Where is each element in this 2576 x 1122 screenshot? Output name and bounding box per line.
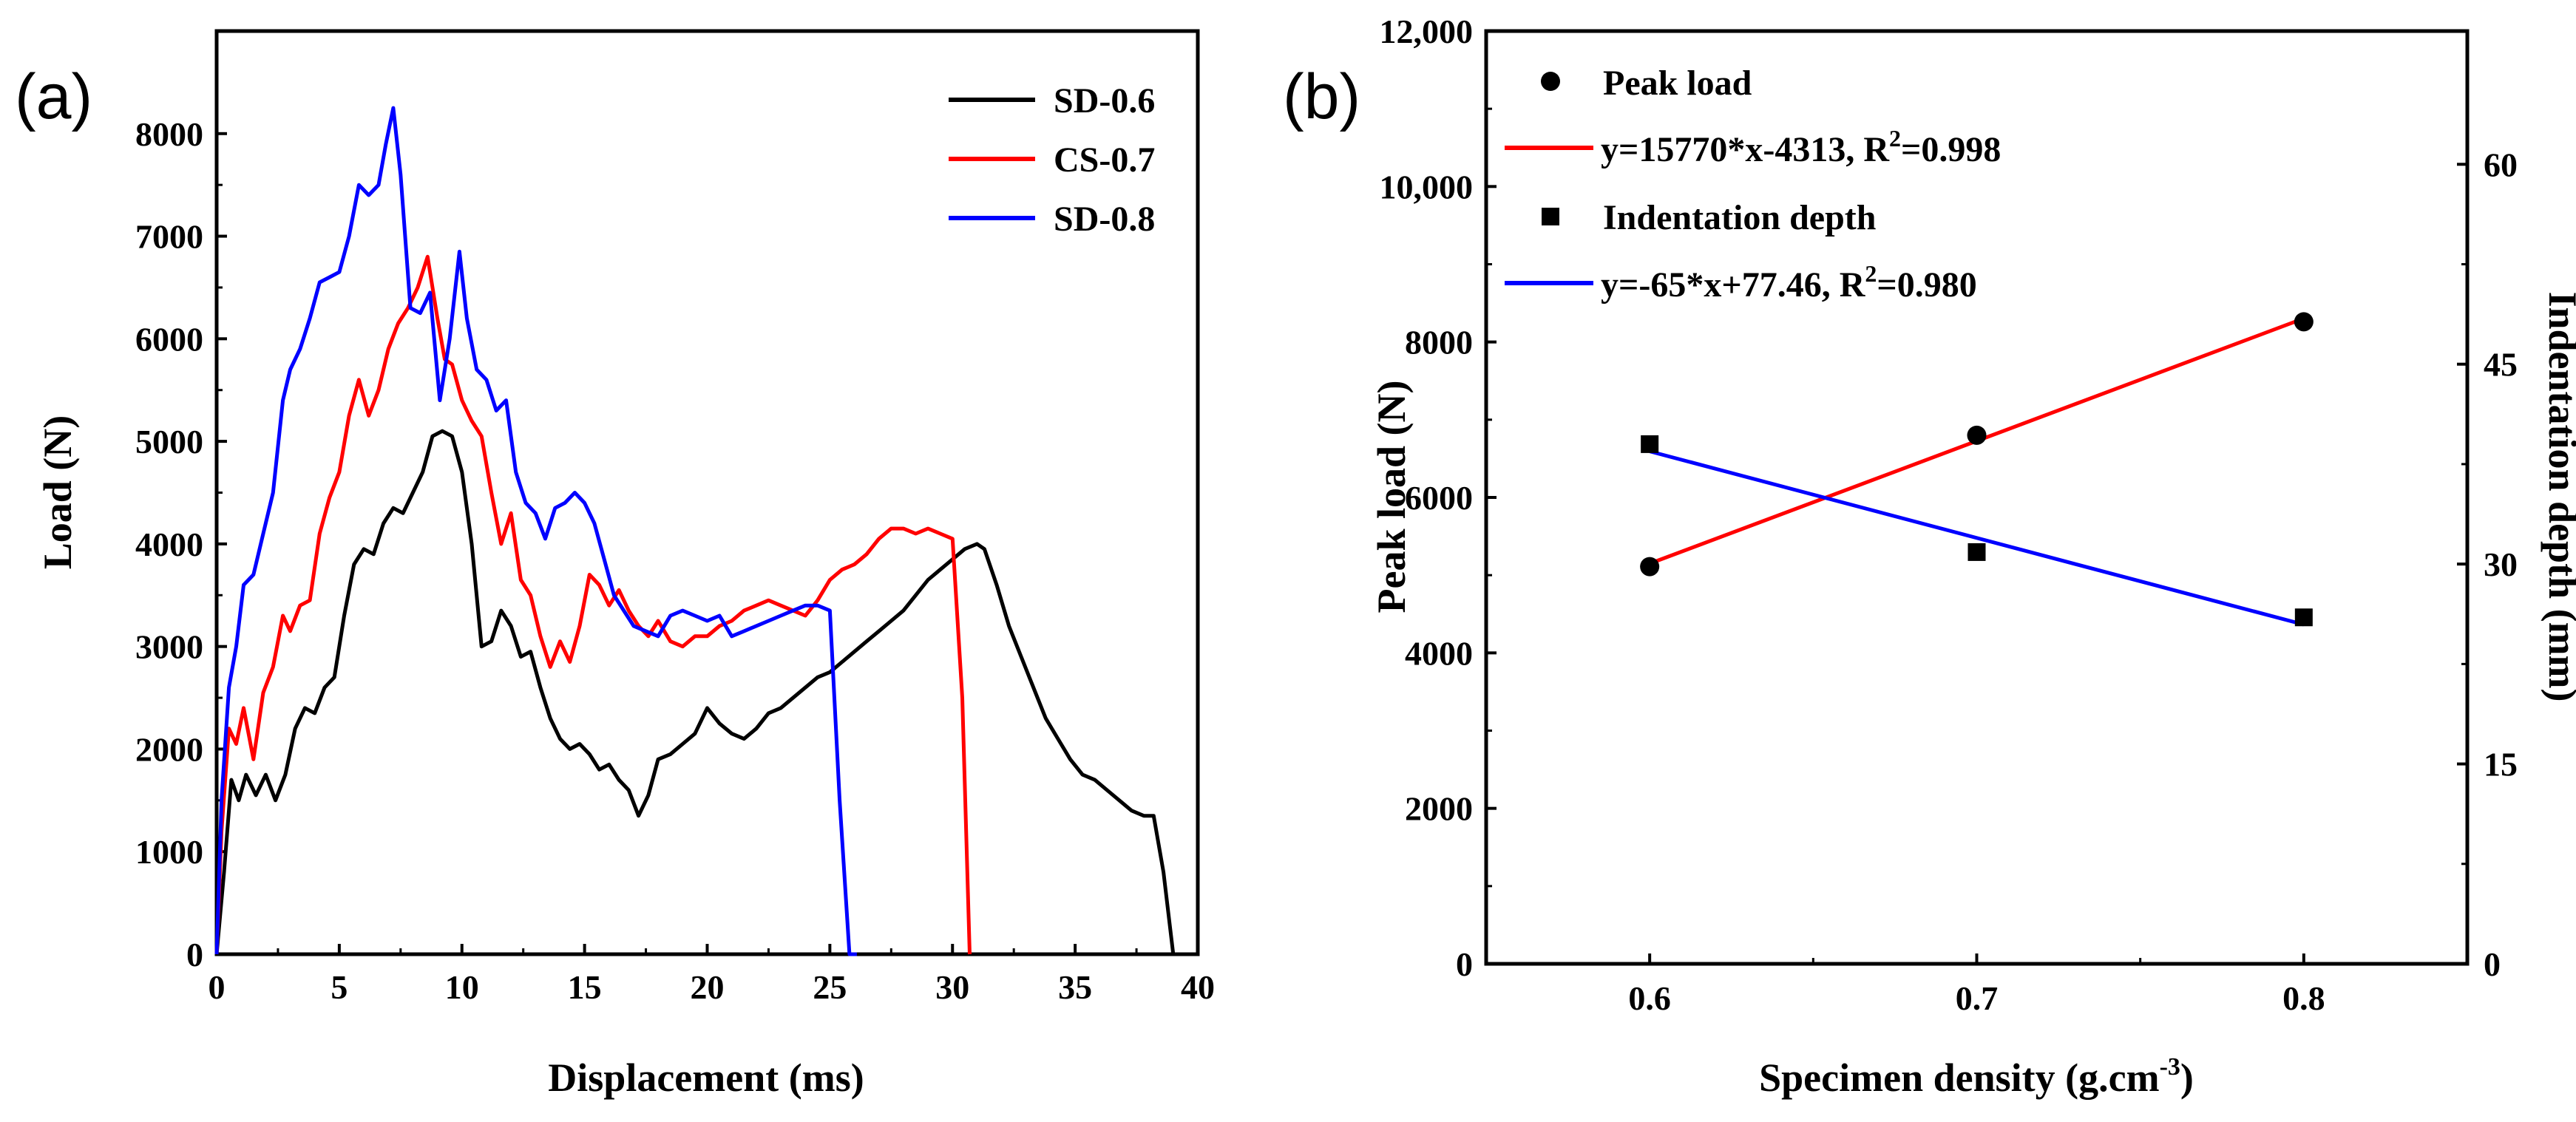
y-tick-label: 2000 [135,730,203,768]
indentation-fit-line [1649,449,2305,627]
legend-label-end: =0.980 [1877,265,1976,305]
indentation-depth-point [2294,608,2313,627]
x-tick-label: 30 [935,968,969,1006]
panel-b-x-axis-label: Specimen density (g.cm-3) [1759,1053,2194,1100]
legend-label: SD-0.8 [1054,200,1155,239]
panel-a-y-axis-label: Load (N) [35,415,80,570]
series-line-sd-0.6 [214,429,1176,955]
panel-a-legend: SD-0.6 CS-0.7 SD-0.8 [949,81,1155,239]
legend-label: Peak load [1603,64,1752,103]
legend-indentation-marker [1542,208,1559,225]
superscript: -3 [2160,1053,2180,1081]
panel-b-x-ticks: 0.6 0.7 0.8 [1628,953,2325,1017]
y-tick-label: 4000 [1405,634,1473,672]
superscript: 2 [1865,260,1877,287]
y-tick-label: 3000 [135,628,203,666]
y-tick-label: 8000 [135,115,203,153]
panel-a-series-lines [214,106,1176,956]
x-tick-label: 35 [1058,968,1092,1006]
y-tick-label: 1000 [135,833,203,871]
panel-b-left-y-axis-label: Peak load (N) [1369,381,1414,613]
panel-a-label: (a) [15,61,92,132]
panel-b-frame [1484,29,2470,966]
panel-a-x-axis-label: Displacement (ms) [548,1055,864,1100]
panel-b-label: (b) [1283,61,1360,132]
legend-label: y=-65*x+77.46, R2=0.980 [1601,260,1977,305]
series-line-sd-0.8 [214,106,857,956]
panel-a-frame [214,29,1200,956]
panel-b-marks [1640,312,2314,627]
x-tick-label: 5 [331,968,348,1006]
y2-tick-label: 30 [2484,545,2518,583]
x-tick-label: 40 [1181,968,1215,1006]
y2-tick-label: 45 [2484,346,2518,384]
y2-tick-label: 15 [2484,746,2518,783]
x-tick-label: 0.8 [2282,979,2325,1017]
panel-a-y-ticks: 0 1000 2000 3000 4000 5000 6000 7000 8000 [135,115,227,973]
x-tick-label: 25 [813,968,847,1006]
superscript: 2 [1889,125,1901,152]
peak-load-point [1967,425,1987,445]
y-tick-label: 6000 [1405,479,1473,517]
x-tick-label: 15 [568,968,602,1006]
indentation-depth-point [1641,435,1659,453]
legend-label: SD-0.6 [1054,81,1155,120]
y-tick-label: 4000 [135,526,203,563]
y-tick-label: 5000 [135,423,203,460]
y-tick-label: 12,000 [1380,13,1474,50]
legend-peak-load-marker [1541,72,1560,91]
legend-label: Indentation depth [1603,198,1876,237]
x-label-end: ) [2180,1055,2194,1100]
legend-label: CS-0.7 [1054,140,1155,180]
panel-b-left-y-ticks: 0 2000 4000 6000 8000 10,000 12,000 [1380,13,1497,983]
peak-load-point [1640,557,1660,577]
panel-b-right-y-ticks: 0 15 30 45 60 [2457,146,2518,983]
x-tick-label: 10 [445,968,479,1006]
y-tick-label: 6000 [135,320,203,358]
y2-tick-label: 0 [2484,945,2501,983]
y-tick-label: 8000 [1405,324,1473,361]
legend-label-end: =0.998 [1901,130,2001,169]
x-tick-label: 20 [691,968,725,1006]
y-tick-label: 7000 [135,218,203,256]
x-tick-label: 0.7 [1956,979,1999,1017]
y2-tick-label: 60 [2484,146,2518,183]
y-tick-label: 10,000 [1380,168,1474,205]
indentation-depth-point [1967,543,1986,561]
panel-b-legend: Peak load y=15770*x-4313, R2=0.998 Indenta… [1505,64,2001,305]
peak-load-point [2294,312,2314,332]
panel-a-x-ticks: 5 10 15 20 25 30 35 40 0 [209,944,1215,1006]
legend-label: y=15770*x-4313, R2=0.998 [1601,125,2001,169]
panel-a: 0 1000 2000 3000 4000 5000 6000 7000 8000 5 10 15 2… [15,29,1215,1100]
series-line-cs-0.7 [214,254,972,955]
x-tick-label: 0 [209,968,226,1006]
y-tick-label: 0 [1456,945,1473,983]
panel-b-right-y-axis-label: Indentation depth (mm) [2541,291,2576,701]
y-tick-label: 2000 [1405,790,1473,828]
x-tick-label: 0.6 [1628,979,1671,1017]
y-tick-label: 0 [186,936,203,973]
